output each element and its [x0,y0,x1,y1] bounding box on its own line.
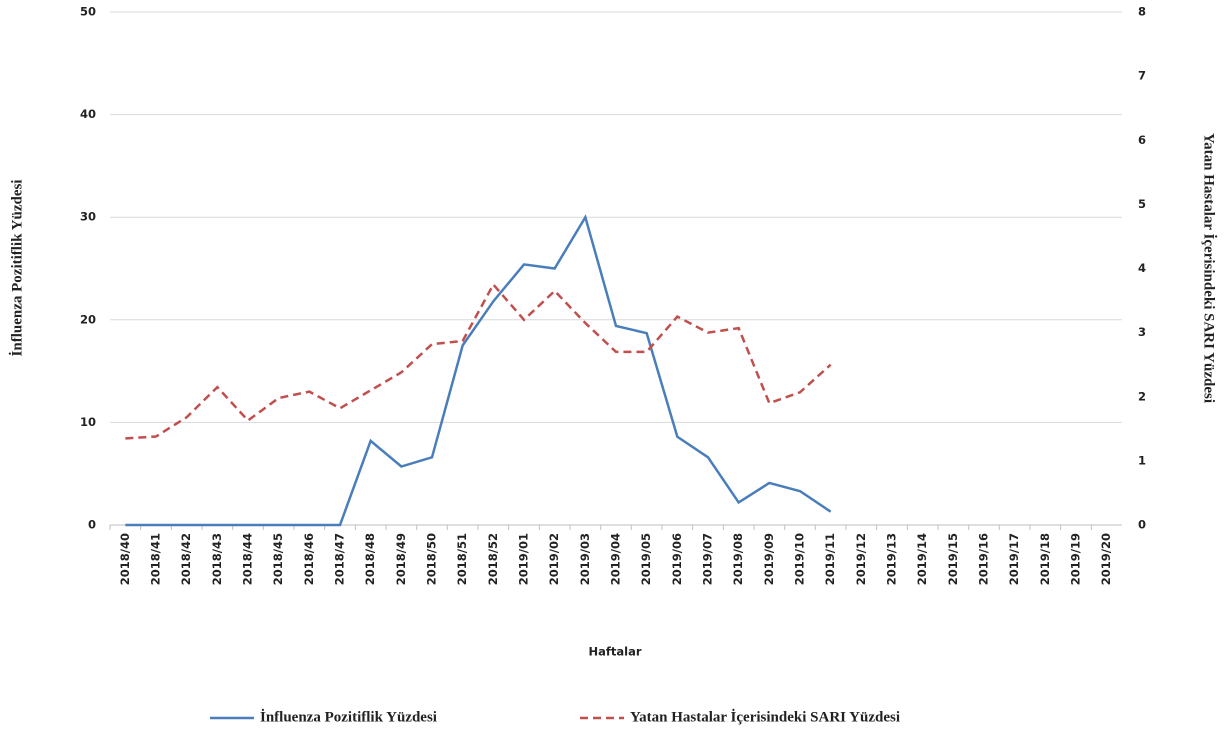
x-tick-label: 2018/47 [333,533,347,585]
x-tick-label: 2019/10 [793,533,807,585]
legend-label: Yatan Hastalar İçerisindeki SARI Yüzdesi [630,708,900,725]
x-tick-label: 2019/08 [731,533,745,585]
y-tick-label: 20 [80,312,96,326]
y2-tick-label: 8 [1138,5,1146,19]
x-tick-label: 2018/50 [425,533,439,585]
x-tick-label: 2018/44 [241,533,255,585]
x-tick-label: 2019/01 [517,533,531,585]
x-tick-label: 2019/09 [762,533,776,585]
data-line [125,214,832,527]
x-tick-label: 2019/12 [854,533,868,585]
y-tick-label: 40 [80,107,96,121]
y2-tick-label: 5 [1138,197,1146,211]
data-line [125,282,832,440]
y2-tick-label: 2 [1138,389,1146,403]
x-tick-label: 2019/14 [915,533,929,585]
y2-tick-label: 6 [1138,133,1146,147]
x-tick-label: 2018/52 [486,533,500,585]
y2-tick-label: 3 [1138,325,1146,339]
y2-tick-label: 1 [1138,453,1146,467]
x-tick-label: 2018/41 [149,533,163,585]
y-tick-label: 50 [80,5,96,19]
x-tick-label: 2019/18 [1038,533,1052,585]
x-tick-label: 2019/13 [885,533,899,585]
x-tick-label: 2018/43 [210,533,224,585]
x-axis-title: Haftalar [588,645,641,659]
y2-tick-label: 0 [1138,518,1146,532]
y2-tick-label: 7 [1138,69,1146,83]
y-tick-label: 10 [80,415,96,429]
x-tick-label: 2018/51 [455,533,469,585]
x-tick-label: 2019/05 [639,533,653,585]
y-tick-label: 0 [88,518,96,532]
x-tick-label: 2019/02 [547,533,561,585]
x-tick-label: 2018/40 [118,533,132,585]
x-tick-label: 2019/06 [670,533,684,585]
x-tick-label: 2019/04 [609,533,623,585]
x-tick-label: 2019/16 [977,533,991,585]
x-tick-label: 2019/11 [823,533,837,585]
x-tick-label: 2019/07 [701,533,715,585]
x-tick-label: 2019/03 [578,533,592,585]
x-tick-label: 2019/15 [946,533,960,585]
legend-label: İnfluenza Pozitiflik Yüzdesi [260,708,437,725]
y2-tick-label: 4 [1138,261,1146,275]
y-tick-label: 30 [80,210,96,224]
x-tick-label: 2018/49 [394,533,408,585]
x-tick-label: 2018/46 [302,533,316,585]
x-tick-label: 2018/45 [271,533,285,585]
x-tick-label: 2018/48 [363,533,377,585]
y2-axis-title: Yatan Hastalar İçerisindeki SARI Yüzdesi [1201,133,1218,403]
x-tick-label: 2019/20 [1099,533,1113,585]
x-tick-label: 2018/42 [179,533,193,585]
y-axis-title: İnfluenza Pozitiflik Yüzdesi [8,180,25,357]
x-tick-label: 2019/17 [1007,533,1021,585]
x-tick-label: 2019/19 [1069,533,1083,585]
